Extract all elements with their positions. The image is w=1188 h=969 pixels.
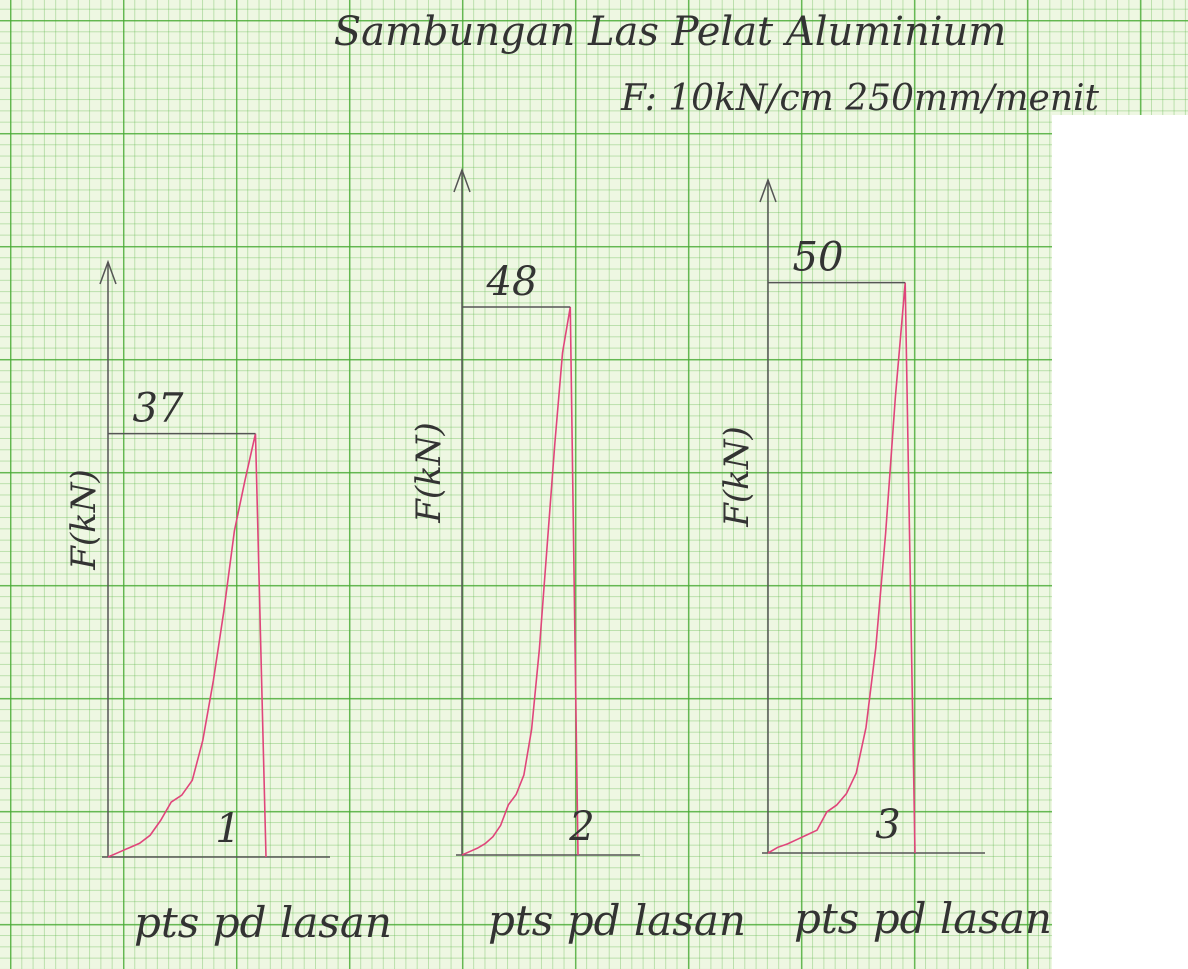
blank-area bbox=[1052, 115, 1188, 969]
chart-title: Sambungan Las Pelat Aluminium bbox=[334, 9, 1007, 55]
curve bbox=[767, 282, 916, 854]
curve bbox=[461, 306, 579, 856]
y-axis-label: F(kN) bbox=[409, 422, 449, 523]
y-axis-label: F(kN) bbox=[717, 426, 757, 527]
curve-label: 1 bbox=[215, 806, 240, 852]
y-axis-arrow bbox=[99, 259, 117, 285]
curve-label: 3 bbox=[875, 802, 900, 848]
y-axis-label: F(kN) bbox=[64, 469, 104, 570]
x-axis-label: pts pd lasan bbox=[134, 898, 392, 947]
y-axis-arrow bbox=[759, 177, 777, 203]
x-axis-label: pts pd lasan bbox=[488, 896, 746, 945]
peak-label: 48 bbox=[486, 259, 538, 305]
curve-label: 2 bbox=[568, 804, 594, 850]
y-axis-arrow bbox=[453, 167, 471, 193]
curve bbox=[107, 433, 267, 858]
peak-label: 37 bbox=[133, 386, 184, 432]
x-axis-label: pts pd lasan bbox=[794, 894, 1052, 943]
chart-subtitle: F: 10kN/cm 250mm/menit bbox=[620, 78, 1100, 119]
peak-label: 50 bbox=[793, 235, 844, 281]
